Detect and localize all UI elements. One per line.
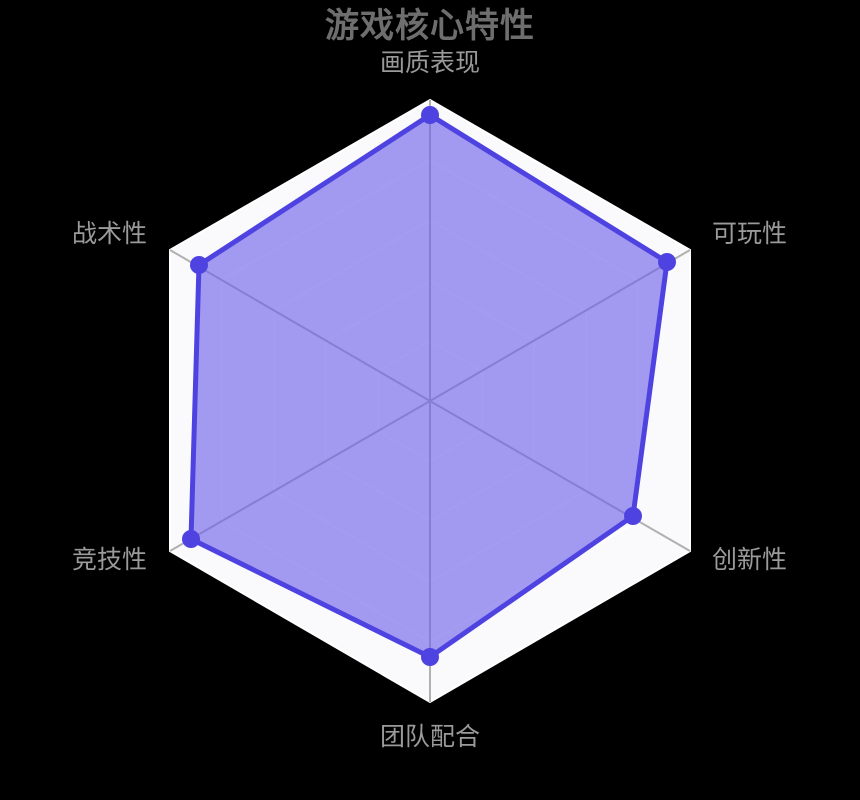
axis-label-upper-left: 战术性 (72, 219, 148, 248)
data-point-tuanduipeihe[interactable] (421, 648, 439, 666)
axis-label-top: 画质表现 (379, 48, 480, 77)
axis-label-upper-right: 可玩性 (712, 219, 788, 248)
data-point-kewanxing[interactable] (658, 253, 676, 271)
series-markers (182, 106, 676, 666)
data-point-zhanshuxing[interactable] (190, 256, 208, 274)
data-point-chuangxinxing[interactable] (624, 507, 642, 525)
axis-label-bottom: 团队配合 (379, 722, 480, 751)
data-point-jingjixing[interactable] (182, 530, 200, 548)
axis-label-lower-left: 竞技性 (72, 545, 148, 574)
data-point-huazhibiaoxian[interactable] (421, 106, 439, 124)
axis-label-lower-right: 创新性 (712, 545, 788, 574)
chart-title: 游戏核心特性 (325, 6, 535, 46)
